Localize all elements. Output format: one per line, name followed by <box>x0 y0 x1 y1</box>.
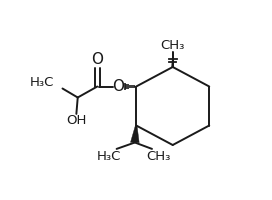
Text: H₃C: H₃C <box>29 76 54 89</box>
Text: CH₃: CH₃ <box>146 150 170 163</box>
Text: O: O <box>91 52 103 67</box>
Text: O: O <box>112 79 124 94</box>
Text: H₃C: H₃C <box>96 150 121 163</box>
Polygon shape <box>131 125 139 143</box>
Text: OH: OH <box>66 114 86 127</box>
Polygon shape <box>172 51 174 67</box>
Text: CH₃: CH₃ <box>160 39 185 52</box>
